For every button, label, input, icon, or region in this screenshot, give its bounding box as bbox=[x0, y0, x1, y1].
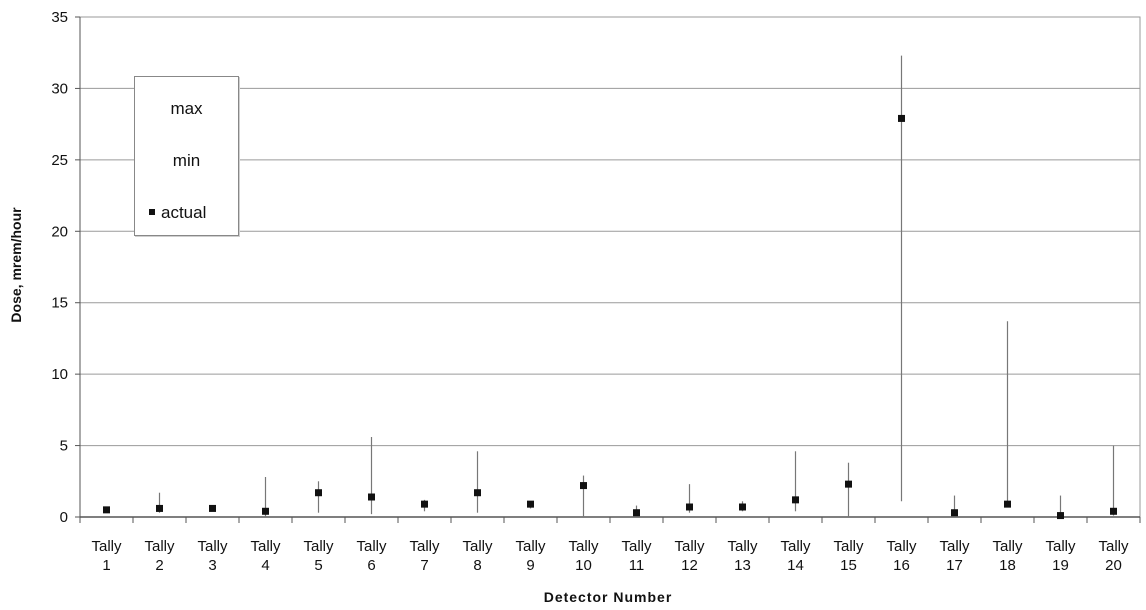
legend-item-min: min bbox=[135, 151, 238, 171]
x-tick-label-line2: 4 bbox=[261, 557, 269, 574]
x-tick-label-line2: 8 bbox=[473, 557, 481, 574]
actual-point bbox=[686, 503, 693, 511]
legend-marker-actual bbox=[149, 209, 155, 216]
actual-point bbox=[633, 509, 640, 517]
x-tick-label-line2: 17 bbox=[946, 557, 963, 574]
x-tick-label-line1: Tally bbox=[1098, 538, 1129, 555]
x-tick-label-line1: Tally bbox=[939, 538, 970, 555]
y-tick-label: 5 bbox=[60, 438, 68, 455]
x-tick-label-line1: Tally bbox=[409, 538, 440, 555]
x-tick-label-line2: 10 bbox=[575, 557, 592, 574]
actual-point bbox=[898, 114, 905, 122]
x-tick-label-line1: Tally bbox=[992, 538, 1023, 555]
x-tick-label-line1: Tally bbox=[197, 538, 228, 555]
actual-point bbox=[209, 504, 216, 512]
x-tick-label-line2: 12 bbox=[681, 557, 698, 574]
x-tick-label-line1: Tally bbox=[833, 538, 864, 555]
marks-layer bbox=[103, 55, 1117, 520]
axis-layer bbox=[75, 16, 1141, 523]
actual-point bbox=[315, 489, 322, 497]
x-tick-label-line1: Tally bbox=[462, 538, 493, 555]
legend-item-actual: actual bbox=[149, 203, 252, 223]
x-tick-label-line1: Tally bbox=[780, 538, 811, 555]
x-tick-label-line2: 20 bbox=[1105, 557, 1122, 574]
y-tick-label: 0 bbox=[60, 509, 68, 526]
x-tick-label-line2: 14 bbox=[787, 557, 804, 574]
grid-layer bbox=[79, 16, 1141, 518]
actual-point bbox=[951, 509, 958, 517]
x-tick-label-line2: 15 bbox=[840, 557, 857, 574]
y-tick-label: 20 bbox=[51, 223, 68, 240]
legend-item-max: max bbox=[135, 99, 238, 119]
y-tick-label: 15 bbox=[51, 295, 68, 312]
x-tick-label-line2: 1 bbox=[102, 557, 110, 574]
x-tick-label-line1: Tally bbox=[144, 538, 175, 555]
x-tick-label-line2: 18 bbox=[999, 557, 1016, 574]
y-tick-label: 10 bbox=[51, 366, 68, 383]
x-tick-label-line2: 19 bbox=[1052, 557, 1069, 574]
legend-label-max: max bbox=[170, 99, 203, 118]
x-tick-label-line1: Tally bbox=[250, 538, 281, 555]
actual-point bbox=[792, 496, 799, 504]
x-tick-label-line1: Tally bbox=[303, 538, 334, 555]
x-tick-label-line1: Tally bbox=[621, 538, 652, 555]
x-tick-label-line2: 3 bbox=[208, 557, 216, 574]
x-tick-label-line2: 5 bbox=[314, 557, 322, 574]
legend-label-actual: actual bbox=[161, 203, 207, 222]
x-tick-label-line2: 7 bbox=[420, 557, 428, 574]
y-tick-label: 25 bbox=[51, 152, 68, 169]
actual-point bbox=[527, 500, 534, 508]
actual-point bbox=[845, 480, 852, 488]
x-tick-label-line2: 13 bbox=[734, 557, 751, 574]
x-tick-label-line1: Tally bbox=[1045, 538, 1076, 555]
actual-point bbox=[421, 500, 428, 508]
x-tick-label-line1: Tally bbox=[515, 538, 546, 555]
x-tick-label-line1: Tally bbox=[356, 538, 387, 555]
actual-point bbox=[739, 503, 746, 511]
y-tick-label: 30 bbox=[51, 80, 68, 97]
x-tick-label-line2: 6 bbox=[367, 557, 375, 574]
x-tick-label-line2: 9 bbox=[526, 557, 534, 574]
x-tick-label-line1: Tally bbox=[886, 538, 917, 555]
actual-point bbox=[474, 489, 481, 497]
legend: max min actual bbox=[134, 76, 239, 236]
y-axis-title: Dose, mrem/hour bbox=[8, 207, 24, 323]
actual-point bbox=[103, 506, 110, 514]
labels-layer: 0 5 10 15 20 25 30 35 Tally 1 Tally 2 Tally 3 Tally 4 Ta… bbox=[51, 9, 1129, 574]
actual-point bbox=[368, 493, 375, 501]
actual-point bbox=[1110, 507, 1117, 515]
x-tick-label-line1: Tally bbox=[674, 538, 705, 555]
actual-point bbox=[156, 504, 163, 512]
actual-point bbox=[580, 482, 587, 490]
legend-label-min: min bbox=[172, 151, 201, 170]
actual-point bbox=[262, 507, 269, 515]
y-tick-label: 35 bbox=[51, 9, 68, 26]
x-axis-title: Detector Number bbox=[544, 589, 673, 605]
x-tick-label-line2: 11 bbox=[629, 557, 645, 574]
x-tick-label-line1: Tally bbox=[727, 538, 758, 555]
x-tick-label-line1: Tally bbox=[91, 538, 122, 555]
actual-point bbox=[1057, 512, 1064, 520]
x-tick-label-line2: 2 bbox=[155, 557, 163, 574]
x-tick-label-line1: Tally bbox=[568, 538, 599, 555]
actual-point bbox=[1004, 500, 1011, 508]
x-tick-label-line2: 16 bbox=[893, 557, 910, 574]
plot-area bbox=[79, 16, 1141, 518]
